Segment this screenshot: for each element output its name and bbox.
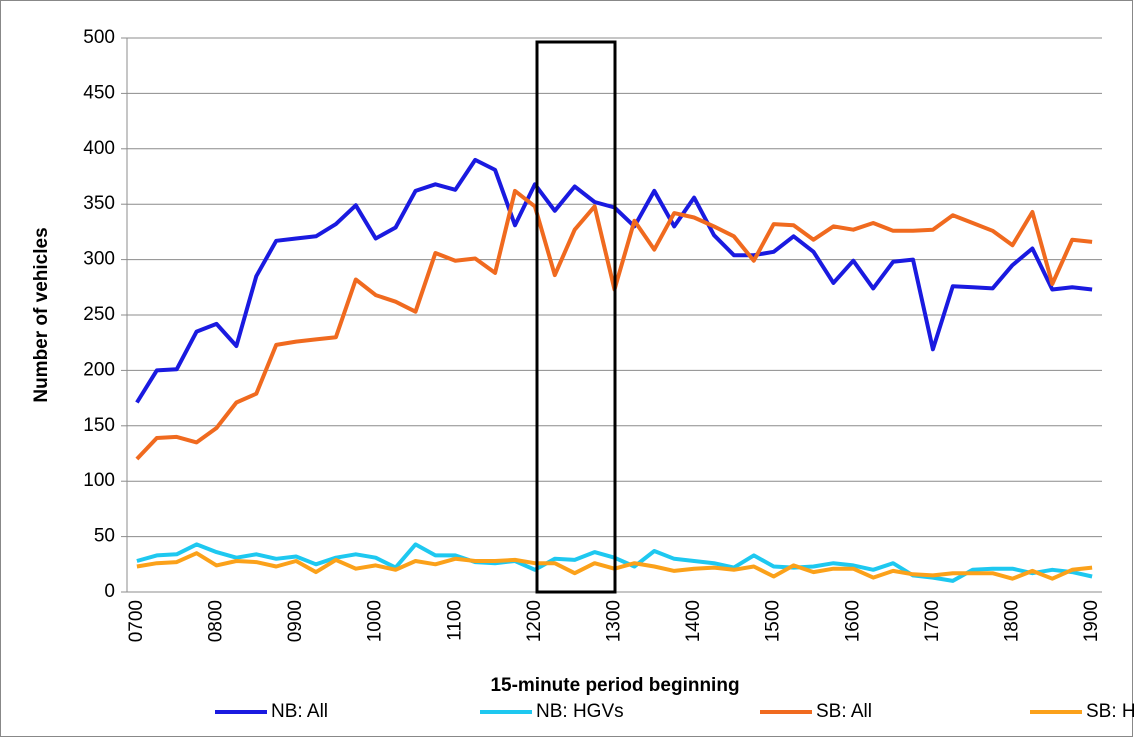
x-tick-label: 1600 [842,600,863,642]
x-tick-label: 1500 [763,600,784,642]
legend-label: NB: HGVs [536,701,624,722]
x-tick-label: 1900 [1081,600,1102,642]
x-tick-label: 1200 [524,600,545,642]
x-tick-label: 0900 [285,600,306,642]
legend-label: NB: All [271,701,328,722]
x-tick-label: 1000 [365,600,386,642]
x-tick-label: 0700 [126,600,147,642]
x-tick-label: 1300 [604,600,625,642]
x-tick-label: 1700 [922,600,943,642]
x-tick-label: 1100 [444,600,465,641]
y-tick-label: 400 [83,138,115,159]
x-axis-title: 15-minute period beginning [490,675,739,696]
legend-label: SB: HGVs [1086,701,1134,722]
y-tick-label: 500 [83,27,115,48]
highlight-box [535,40,617,594]
y-tick-label: 250 [83,304,115,325]
legend-label: SB: All [816,701,872,722]
x-tick-label: 0800 [206,600,227,642]
x-tick-label: 1800 [1001,600,1022,642]
y-tick-label: 350 [83,193,115,214]
y-tick-label: 300 [83,249,115,270]
y-axis-title: Number of vehicles [31,227,52,402]
y-tick-label: 50 [94,526,115,547]
y-tick-label: 0 [104,581,115,602]
y-tick-label: 450 [83,82,115,103]
x-tick-label: 1400 [683,600,704,642]
y-tick-label: 200 [83,359,115,380]
y-tick-label: 100 [83,470,115,491]
y-tick-label: 150 [83,415,115,436]
